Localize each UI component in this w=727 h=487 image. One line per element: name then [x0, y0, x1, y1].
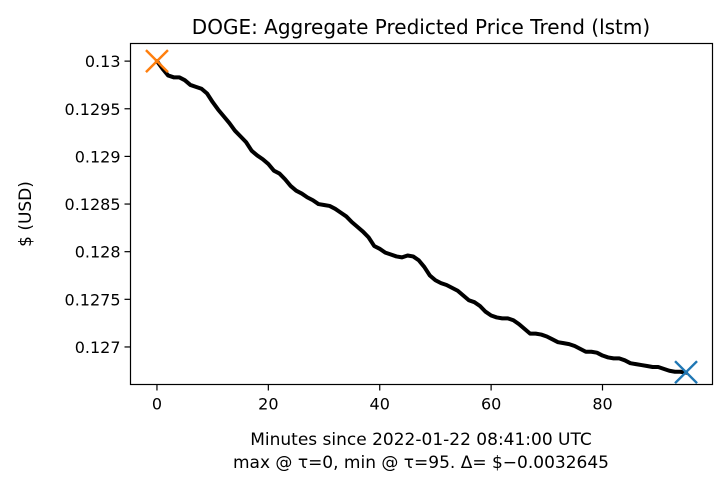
x-axis-label: Minutes since 2022-01-22 08:41:00 UTC: [250, 430, 592, 450]
x-tick-label: 80: [592, 395, 612, 414]
plot-area: [145, 49, 698, 385]
x-tick-label: 40: [370, 395, 390, 414]
y-tick-label: 0.127: [75, 338, 121, 357]
x-tick-label: 0: [152, 395, 162, 414]
y-tick-label: 0.1275: [65, 290, 121, 309]
x-axis-sublabel: max @ τ=0, min @ τ=95. Δ= $−0.0032645: [233, 453, 609, 473]
x-tick-label: 20: [258, 395, 278, 414]
y-tick-label: 0.129: [75, 147, 121, 166]
y-axis-label: $ (USD): [16, 181, 36, 247]
y-tick-label: 0.13: [85, 52, 121, 71]
y-tick-label: 0.1285: [65, 195, 121, 214]
max-marker: [145, 49, 169, 73]
price-line-series-0: [154, 59, 689, 375]
x-axis: 0 20 40 60 80: [152, 384, 613, 414]
x-tick-label: 60: [481, 395, 501, 414]
y-tick-label: 0.1295: [65, 100, 121, 119]
y-axis: 0.127 0.1275 0.128 0.1285 0.129 0.1295 0.13: [65, 52, 131, 357]
y-tick-label: 0.128: [75, 243, 121, 262]
axes-frame: [129, 42, 714, 386]
chart-title: DOGE: Aggregate Predicted Price Trend (l…: [192, 15, 650, 39]
min-marker: [674, 360, 698, 385]
